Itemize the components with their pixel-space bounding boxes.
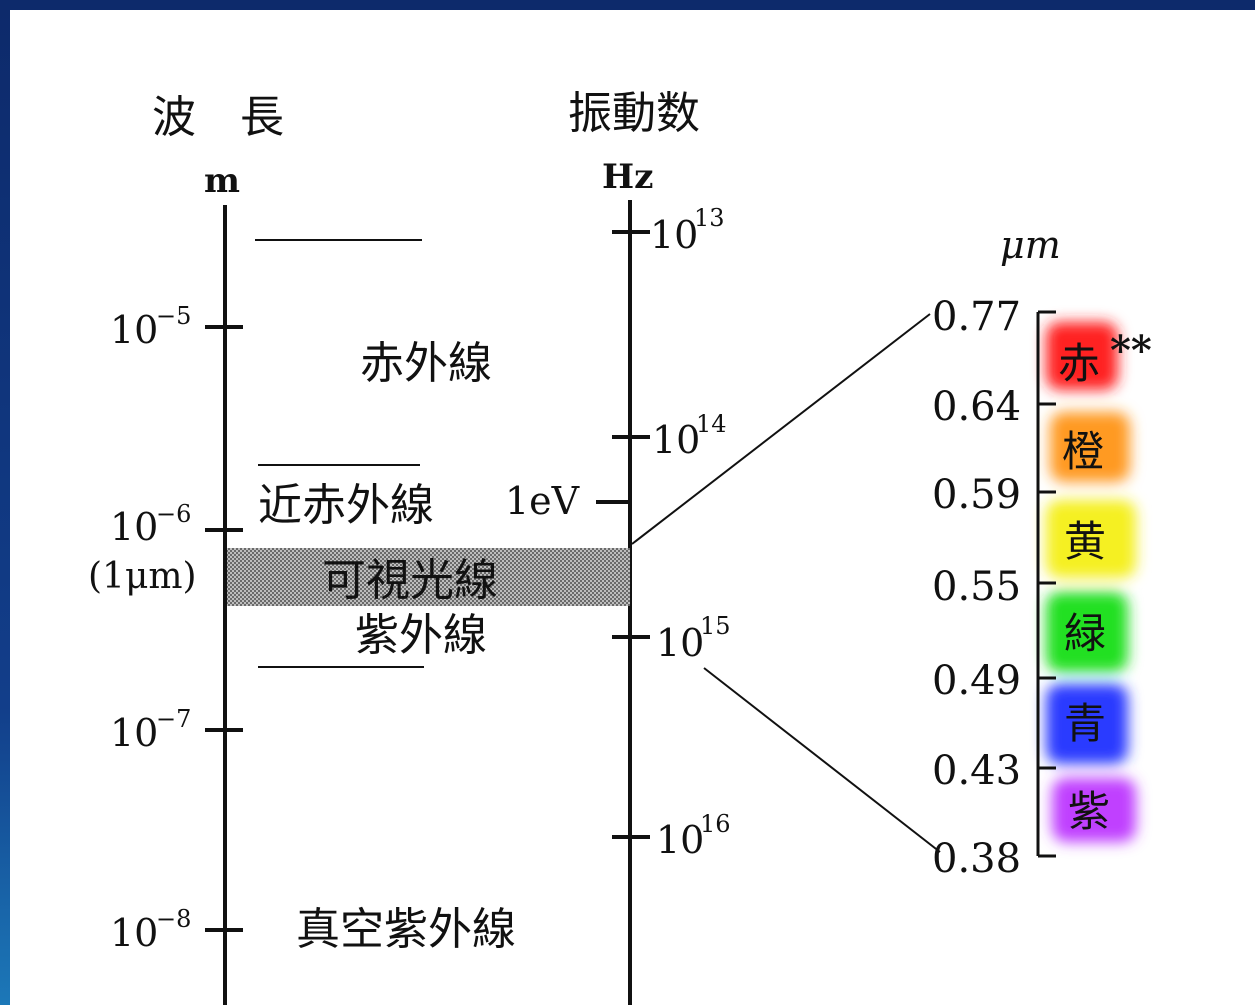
color-label-yellow: 黄 — [1064, 517, 1106, 566]
blob-blue — [1046, 684, 1128, 764]
svg-text:10: 10 — [110, 308, 158, 352]
zoom-line-lower — [703, 667, 941, 853]
wavelength-title: 波 長 — [152, 92, 284, 143]
blob-red — [1046, 322, 1118, 390]
frequency-tick-1e15: 10 15 — [612, 612, 731, 665]
svg-text:10: 10 — [656, 621, 704, 665]
label-infrared: 赤外線 — [360, 338, 492, 389]
svg-text:10: 10 — [110, 505, 158, 549]
frequency-tick-1e13: 10 13 — [612, 204, 725, 257]
visible-scale-ticks — [1038, 310, 1056, 858]
svg-text:10: 10 — [110, 711, 158, 755]
visible-band — [227, 548, 630, 606]
color-label-green: 緑 — [1064, 609, 1106, 658]
wavelength-unit: m — [204, 161, 240, 201]
blob-violet — [1052, 778, 1136, 842]
wavelength-tick-1e-8: 10 −8 — [110, 905, 243, 955]
svg-text:10: 10 — [110, 911, 158, 955]
label-visible: 可視光線 — [322, 555, 498, 606]
frequency-title: 振動数 — [568, 88, 700, 139]
label-vacuum-uv: 真空紫外線 — [296, 904, 516, 955]
svg-text:−6: −6 — [156, 500, 191, 528]
svg-text:14: 14 — [696, 410, 727, 438]
visible-tick-1: 0.64 — [932, 384, 1021, 430]
wavelength-tick-1e-6: 10 −6 (1μm) — [88, 500, 243, 597]
color-label-violet: 紫 — [1068, 787, 1110, 836]
zoom-line-upper — [631, 313, 931, 545]
blob-yellow — [1046, 500, 1136, 578]
blob-green — [1046, 592, 1128, 672]
visible-tick-6: 0.38 — [932, 836, 1021, 882]
frequency-unit: Hz — [602, 157, 653, 197]
svg-text:16: 16 — [700, 810, 731, 838]
svg-text:−8: −8 — [156, 905, 191, 933]
label-ultraviolet: 紫外線 — [355, 610, 487, 661]
color-label-orange: 橙 — [1062, 427, 1104, 476]
svg-text:10: 10 — [652, 418, 700, 462]
svg-text:1eV: 1eV — [505, 479, 580, 523]
svg-text:−7: −7 — [156, 705, 191, 733]
frequency-tick-1e16: 10 16 — [612, 810, 731, 862]
visible-tick-0: 0.77 — [932, 294, 1021, 340]
slide-edge-bar — [0, 10, 10, 1005]
svg-text:10: 10 — [650, 213, 698, 257]
energy-marker-1ev: 1eV — [505, 479, 630, 523]
color-label-blue: 青 — [1064, 699, 1106, 748]
wavelength-tick-1e-7: 10 −7 — [110, 705, 243, 755]
note-asterisks: ** — [1110, 327, 1152, 374]
slide-canvas — [10, 10, 1255, 1005]
visible-tick-2: 0.59 — [932, 472, 1021, 518]
color-blobs — [1046, 322, 1136, 842]
visible-tick-5: 0.43 — [932, 748, 1021, 794]
visible-tick-4: 0.49 — [932, 658, 1021, 704]
blob-orange — [1050, 412, 1130, 482]
svg-text:−5: −5 — [156, 302, 191, 330]
visible-tick-3: 0.55 — [932, 564, 1021, 610]
svg-text:10: 10 — [656, 818, 704, 862]
label-near-infrared: 近赤外線 — [258, 480, 434, 531]
wavelength-1um-note: (1μm) — [88, 556, 197, 597]
visible-unit: μm — [1000, 223, 1061, 267]
wavelength-tick-1e-5: 10 −5 — [110, 302, 243, 352]
svg-text:15: 15 — [700, 612, 731, 640]
frequency-tick-1e14: 10 14 — [612, 410, 727, 462]
svg-text:13: 13 — [694, 204, 725, 232]
color-label-red: 赤 — [1058, 339, 1100, 388]
